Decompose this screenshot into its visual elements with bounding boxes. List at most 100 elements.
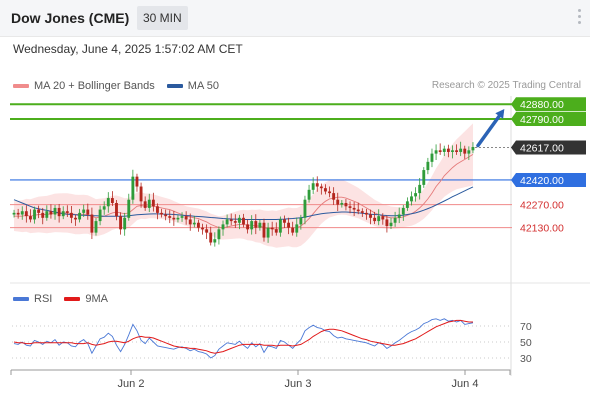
candle [270,227,274,230]
candle [455,150,458,152]
legend-9ma-swatch [64,297,81,301]
candle [430,153,434,162]
candle [319,186,323,189]
candle [123,217,127,230]
candle [143,201,147,208]
level-label-2: 42617.00 [520,143,564,155]
timestamp: Wednesday, June 4, 2025 1:57:02 AM CET [13,42,243,56]
candle [221,224,225,230]
level-label-1: 42790.00 [520,114,564,126]
candle [332,193,336,200]
candle [192,222,196,225]
candle [57,207,61,217]
candle [41,212,45,218]
candle [352,207,356,210]
candle [24,211,28,217]
candle [405,201,409,208]
candle [262,222,266,238]
rsi-tick-label-1: 50 [520,337,532,349]
legend-ma20: MA 20 + Bollinger Bands [13,80,155,92]
candle [385,219,389,227]
x-tick-label-0: Jun 2 [118,378,145,390]
candle [283,219,286,223]
candle [336,199,340,205]
level-tag-1 [511,112,586,127]
more-options-icon[interactable] [578,9,582,27]
candle [242,217,245,225]
candle [254,221,258,228]
candle [160,212,163,215]
candle [98,209,102,222]
forecast-arrow-line [476,110,504,148]
candle [172,217,176,220]
candle [369,214,372,218]
candle [94,221,98,233]
bollinger-band [14,123,473,248]
candle [250,221,254,230]
level-label-0: 42880.00 [520,99,564,111]
candle [176,217,180,220]
candle [135,176,139,187]
legend-9ma: 9MA [64,293,108,305]
candle [381,216,385,220]
candle [33,209,36,220]
legend-rsi-swatch [13,297,29,301]
instrument-title: Dow Jones (CME) [11,10,130,26]
candle [459,148,463,152]
candle [410,196,413,202]
candle [201,227,204,230]
legend-ma50-swatch [166,84,183,88]
candle [229,219,233,222]
legend-rsi: RSI [13,293,52,305]
candle [299,217,303,225]
candle [37,209,41,213]
legend-ma20-label: MA 20 + Bollinger Bands [34,80,155,92]
candle [45,211,49,218]
candle [20,211,24,215]
legend-ma20-swatch [13,84,29,88]
candle [151,199,155,207]
price-legend: MA 20 + Bollinger Bands MA 50 [13,80,231,92]
candle [65,211,69,213]
rsi-legend: RSI 9MA [13,293,120,305]
candle [418,184,422,194]
candle [233,221,237,223]
candle [168,216,172,218]
candle [287,222,291,228]
candle [139,186,143,202]
candle [49,211,53,215]
candle [12,212,16,215]
candle [303,199,307,218]
rsi-tick-label-0: 30 [520,353,532,365]
candle [397,214,401,218]
candle [78,212,82,220]
candle [258,222,262,228]
level-tag-0 [511,97,586,112]
candle [29,216,32,220]
candle [82,209,86,213]
candle [115,202,118,217]
level-tag-2 [511,140,586,155]
candle [69,212,73,218]
legend-ma50: MA 50 [166,80,219,92]
candle [196,222,200,228]
candle [278,219,282,233]
candle [188,219,192,225]
candle [360,211,364,213]
legend-9ma-label: 9MA [85,293,108,305]
forecast-arrow-head [495,108,505,119]
candle [164,214,168,217]
candle [348,206,352,208]
level-tag-3 [511,172,586,187]
timeframe-button[interactable]: 30 MIN [137,6,188,30]
candle [422,170,426,185]
candle [364,212,368,215]
candle [180,216,184,218]
candle [90,214,94,233]
candle [291,227,295,233]
candle [266,227,270,238]
level-label-4: 42270.00 [520,200,564,212]
candle [237,217,241,223]
rsi-ma-line [13,319,473,354]
